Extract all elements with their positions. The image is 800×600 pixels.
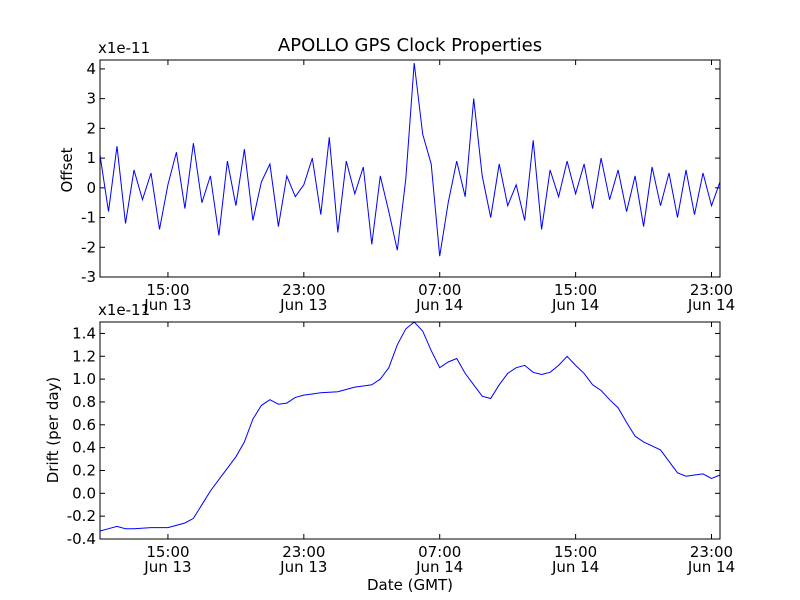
drift-series-line xyxy=(99,321,721,532)
chart-title: APOLLO GPS Clock Properties xyxy=(278,35,542,56)
offset-x-tick-time-label: 23:00 xyxy=(282,281,325,299)
drift-plot-frame xyxy=(99,321,721,540)
offset-x-tick-date-label: Jun 13 xyxy=(143,296,191,314)
drift-x-tick-time-label: 23:00 xyxy=(690,543,733,561)
offset-y-tick-label: 4 xyxy=(86,60,96,78)
offset-y-tick-label: 3 xyxy=(86,90,96,108)
drift-y-tick-label: -0.4 xyxy=(67,530,96,548)
offset-x-tick-time-label: 07:00 xyxy=(418,281,461,299)
offset-y-multiplier: x1e-11 xyxy=(98,39,150,57)
drift-y-multiplier: x1e-11 xyxy=(98,301,150,319)
drift-x-tick-date-label: Jun 14 xyxy=(551,558,599,576)
drift-y-tick-label: 0.6 xyxy=(72,416,96,434)
drift-y-tick-label: 0.4 xyxy=(72,439,96,457)
offset-y-tick-label: 0 xyxy=(86,179,96,197)
drift-y-tick-label: 0.2 xyxy=(72,461,96,479)
offset-y-tick-label: -2 xyxy=(81,238,96,256)
drift-x-tick-date-label: Jun 13 xyxy=(143,558,191,576)
offset-y-tick-label: -3 xyxy=(81,268,96,286)
offset-chart: APOLLO GPS Clock Properties x1e-11 Offse… xyxy=(58,35,735,314)
drift-x-tick-time-label: 07:00 xyxy=(418,543,461,561)
drift-y-tick-label: 1.0 xyxy=(72,370,96,388)
offset-x-tick-date-label: Jun 13 xyxy=(279,296,327,314)
offset-x-tick-time-label: 23:00 xyxy=(690,281,733,299)
drift-x-tick-date-label: Jun 14 xyxy=(415,558,463,576)
offset-x-tick-time-label: 15:00 xyxy=(554,281,597,299)
offset-y-ticks: -3 -2 -1 0 1 2 3 4 xyxy=(81,60,720,286)
drift-x-tick-time-label: 15:00 xyxy=(554,543,597,561)
drift-y-tick-label: 1.4 xyxy=(72,324,96,342)
offset-y-tick-label: -1 xyxy=(81,209,96,227)
offset-x-tick-date-label: Jun 14 xyxy=(551,296,599,314)
offset-y-tick-label: 2 xyxy=(86,119,96,137)
drift-y-tick-label: 0.8 xyxy=(72,393,96,411)
drift-x-tick-time-label: 15:00 xyxy=(146,543,189,561)
drift-chart: x1e-11 Drift (per day) Date (GMT) -0.4-0… xyxy=(44,301,735,594)
offset-x-tick-date-label: Jun 14 xyxy=(415,296,463,314)
drift-y-tick-label: 1.2 xyxy=(72,347,96,365)
drift-x-tick-date-label: Jun 13 xyxy=(279,558,327,576)
offset-y-axis-label: Offset xyxy=(58,147,76,192)
drift-y-tick-label: -0.2 xyxy=(67,507,96,525)
drift-y-axis-label: Drift (per day) xyxy=(44,377,62,484)
offset-plot-frame xyxy=(99,59,721,278)
offset-x-tick-date-label: Jun 14 xyxy=(687,296,735,314)
drift-y-ticks: -0.4 -0.2 0.0 0.2 0.4 0.6 0.8 1.0 1.2 1.4 xyxy=(67,324,720,548)
offset-series-line xyxy=(99,62,721,257)
drift-x-tick-date-label: Jun 14 xyxy=(687,558,735,576)
drift-x-tick-time-label: 23:00 xyxy=(282,543,325,561)
drift-y-tick-label: 0.0 xyxy=(72,484,96,502)
offset-y-tick-label: 1 xyxy=(86,149,96,167)
offset-x-tick-time-label: 15:00 xyxy=(146,281,189,299)
drift-x-axis-label: Date (GMT) xyxy=(367,576,453,594)
